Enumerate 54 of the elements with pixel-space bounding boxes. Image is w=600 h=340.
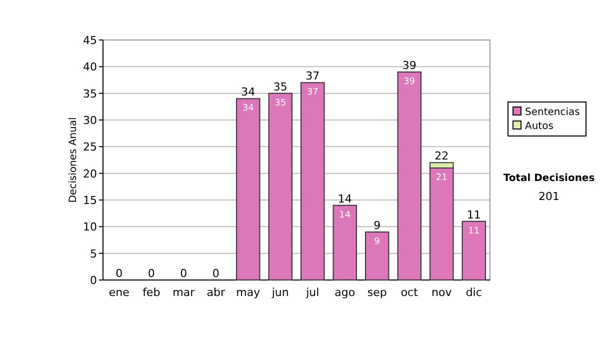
x-tick-label: jul [305,286,320,299]
total-label: 37 [306,70,320,83]
total-label: 11 [466,208,481,222]
total-label: 22 [434,150,449,163]
y-axis-title: Decisiones Anual [68,117,79,203]
y-tick-label: 20 [83,167,97,180]
data-label: 14 [339,210,351,220]
bar [462,220,486,280]
x-tick-label: may [236,286,261,299]
total-label: 0 [180,267,188,280]
y-tick-label: 45 [83,34,97,47]
x-tick-label: jun [270,286,289,299]
total-label: 0 [148,267,155,280]
data-label: 35 [274,98,286,108]
text: 201 [538,190,560,203]
legend-label: Autos [525,121,554,132]
x-tick-label: sep [367,286,387,299]
bar [365,232,390,280]
total-label: 0 [116,267,123,280]
y-tick-label: 40 [83,60,97,74]
bar [268,92,292,280]
data-label: 37 [306,88,318,98]
data-label: 21 [436,173,448,183]
y-tick-label: 35 [83,87,97,100]
total-label: 0 [212,267,220,280]
y-tick-label: 10 [83,220,97,234]
text: Total Decisiones [503,173,595,184]
y-tick-label: 15 [83,194,97,207]
y-tick-label: 5 [90,247,97,260]
total-label: 39 [402,59,416,72]
x-tick-label: oct [400,286,419,299]
y-tick-label: 30 [83,114,97,127]
total-label: 34 [241,86,256,99]
bar [397,72,422,280]
bar [332,204,357,280]
data-label: 34 [242,104,254,114]
legend-label: Sentencias [525,107,580,118]
x-tick-label: ago [334,286,356,299]
bar [236,98,260,280]
total-label: 14 [338,192,352,206]
bar [300,82,325,280]
x-tick-label: feb [142,286,160,299]
x-tick-label: ene [108,286,130,299]
x-tick-label: abr [206,286,226,299]
data-label: 11 [468,226,480,236]
x-tick-label: mar [172,286,196,299]
x-tick-label: dic [466,286,482,299]
y-tick-label: 25 [83,140,97,154]
total-label: 9 [374,219,381,232]
x-tick-label: nov [432,286,452,299]
data-label: 39 [404,77,416,87]
data-label: 9 [374,237,380,247]
total-label: 35 [273,80,288,94]
y-tick-label: 0 [90,274,97,287]
